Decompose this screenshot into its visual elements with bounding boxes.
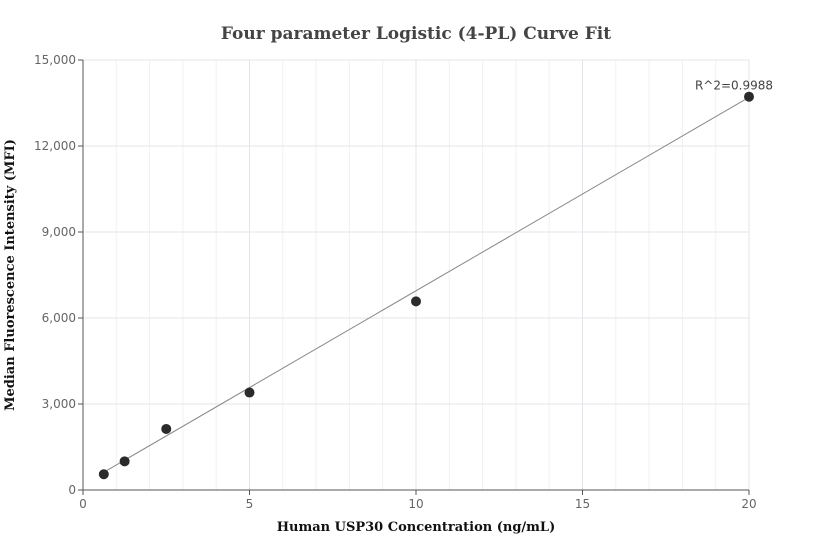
y-tick-label: 0 — [68, 483, 76, 497]
data-point — [244, 387, 255, 398]
grid — [83, 59, 750, 490]
x-axis-title: Human USP30 Concentration (ng/mL) — [277, 520, 555, 535]
data-point — [161, 423, 172, 434]
axes — [78, 59, 750, 495]
data-point — [744, 91, 754, 102]
y-tick-label: 12,000 — [34, 139, 76, 153]
x-tick-label: 10 — [408, 497, 423, 511]
y-axis-title: Median Fluorescence Intensity (MFI) — [3, 139, 18, 411]
data-point — [98, 469, 109, 480]
y-tick-label: 15,000 — [34, 53, 76, 67]
series — [98, 91, 754, 480]
fit-curve — [103, 96, 750, 473]
y-tick-label: 3,000 — [42, 397, 76, 411]
y-tick-label: 6,000 — [42, 311, 76, 325]
x-tick-label: 20 — [741, 497, 756, 511]
r-squared-annotation: R^2=0.9988 — [695, 79, 773, 93]
tick-labels: 0 5 10 15 20 0 3,000 6,000 9,000 12,000 15,000 — [34, 53, 757, 511]
chart-title: Four parameter Logistic (4-PL) Curve Fit — [221, 24, 611, 44]
x-tick-label: 15 — [575, 497, 590, 511]
data-point — [119, 456, 130, 467]
x-tick-label: 0 — [79, 497, 87, 511]
data-point — [411, 296, 421, 307]
y-tick-label: 9,000 — [42, 225, 76, 239]
x-tick-label: 5 — [246, 497, 254, 511]
